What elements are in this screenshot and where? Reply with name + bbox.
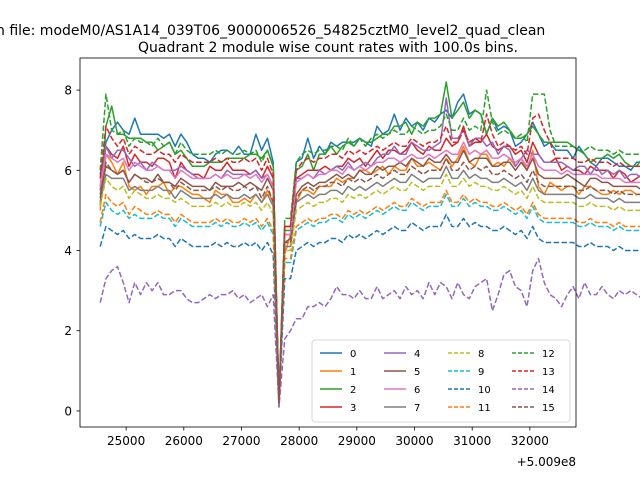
legend-label-4: 4 xyxy=(414,349,420,360)
series-line-15 xyxy=(99,157,640,404)
axes-frame xyxy=(79,57,577,428)
x-axis: 25000 26000 27000 28000 29000 30000 31000 32000 xyxy=(107,427,549,448)
legend-label-14: 14 xyxy=(542,385,555,396)
legend-label-3: 3 xyxy=(350,403,356,414)
x-tick-label: 29000 xyxy=(338,434,376,448)
chart-title: Quadrant 2 module wise count rates with … xyxy=(138,40,518,56)
x-tick-label: 28000 xyxy=(280,434,318,448)
series-line-3 xyxy=(99,125,640,404)
y-tick-label: 8 xyxy=(64,84,72,98)
legend-label-2: 2 xyxy=(350,385,356,396)
series-line-14 xyxy=(99,257,640,408)
legend-label-12: 12 xyxy=(542,349,555,360)
series-line-6 xyxy=(99,141,640,404)
series-line-10 xyxy=(99,213,640,408)
legend-label-9: 9 xyxy=(478,367,484,378)
x-tick-label: 25000 xyxy=(107,434,145,448)
legend-label-7: 7 xyxy=(414,403,420,414)
legend-label-5: 5 xyxy=(414,367,420,378)
x-tick-label: 27000 xyxy=(222,434,260,448)
legend-label-15: 15 xyxy=(542,403,555,414)
y-tick-label: 6 xyxy=(64,164,72,178)
legend-label-6: 6 xyxy=(414,385,420,396)
legend-label-1: 1 xyxy=(350,367,356,378)
x-tick-label: 26000 xyxy=(165,434,203,448)
y-tick-label: 4 xyxy=(64,244,72,258)
legend-label-8: 8 xyxy=(478,349,484,360)
x-tick-label: 30000 xyxy=(395,434,433,448)
legend-box xyxy=(311,339,571,423)
legend-label-11: 11 xyxy=(478,403,491,414)
series-line-0 xyxy=(99,93,640,400)
y-tick-label: 2 xyxy=(64,324,72,338)
x-tick-label: 31000 xyxy=(453,434,491,448)
series-line-13 xyxy=(99,113,640,404)
series-line-8 xyxy=(99,173,640,404)
x-tick-label: 32000 xyxy=(511,434,549,448)
plot-area xyxy=(99,81,640,408)
series-line-12 xyxy=(99,89,640,404)
y-axis: 0 2 4 6 8 xyxy=(64,84,80,418)
series-line-9 xyxy=(99,193,640,404)
y-tick-label: 0 xyxy=(64,404,72,418)
series-line-7 xyxy=(99,165,640,404)
figure-suptitle: n file: modeM0/AS1A14_039T06_9000006526_… xyxy=(0,23,545,39)
series-line-11 xyxy=(99,189,640,404)
legend-label-0: 0 xyxy=(350,349,356,360)
x-offset-label: +5.009e8 xyxy=(517,455,576,469)
series-line-5 xyxy=(99,149,640,404)
legend-label-13: 13 xyxy=(542,367,555,378)
legend-label-10: 10 xyxy=(478,385,491,396)
